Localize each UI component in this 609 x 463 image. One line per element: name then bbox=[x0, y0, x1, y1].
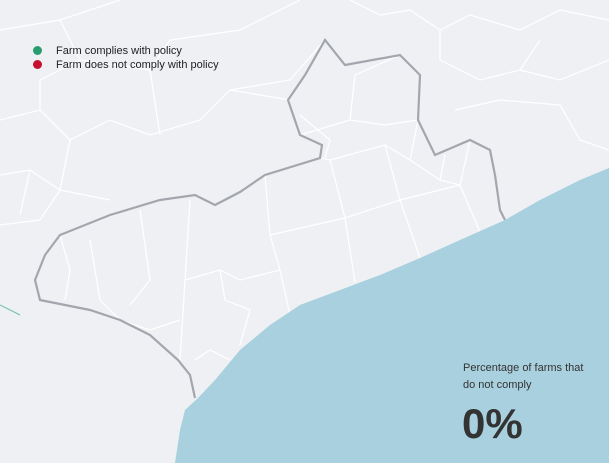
legend-dot bbox=[33, 46, 42, 55]
county-lines bbox=[0, 0, 609, 361]
legend-label: Farm complies with policy bbox=[56, 45, 182, 57]
stat-label: Percentage of farms that do not comply bbox=[463, 362, 584, 391]
river bbox=[0, 304, 21, 316]
legend-dot bbox=[33, 60, 42, 69]
legend-label: Farm does not comply with policy bbox=[56, 59, 219, 71]
stat-value: 0% bbox=[462, 400, 523, 447]
sea bbox=[175, 168, 609, 463]
region-outline bbox=[33, 38, 506, 399]
